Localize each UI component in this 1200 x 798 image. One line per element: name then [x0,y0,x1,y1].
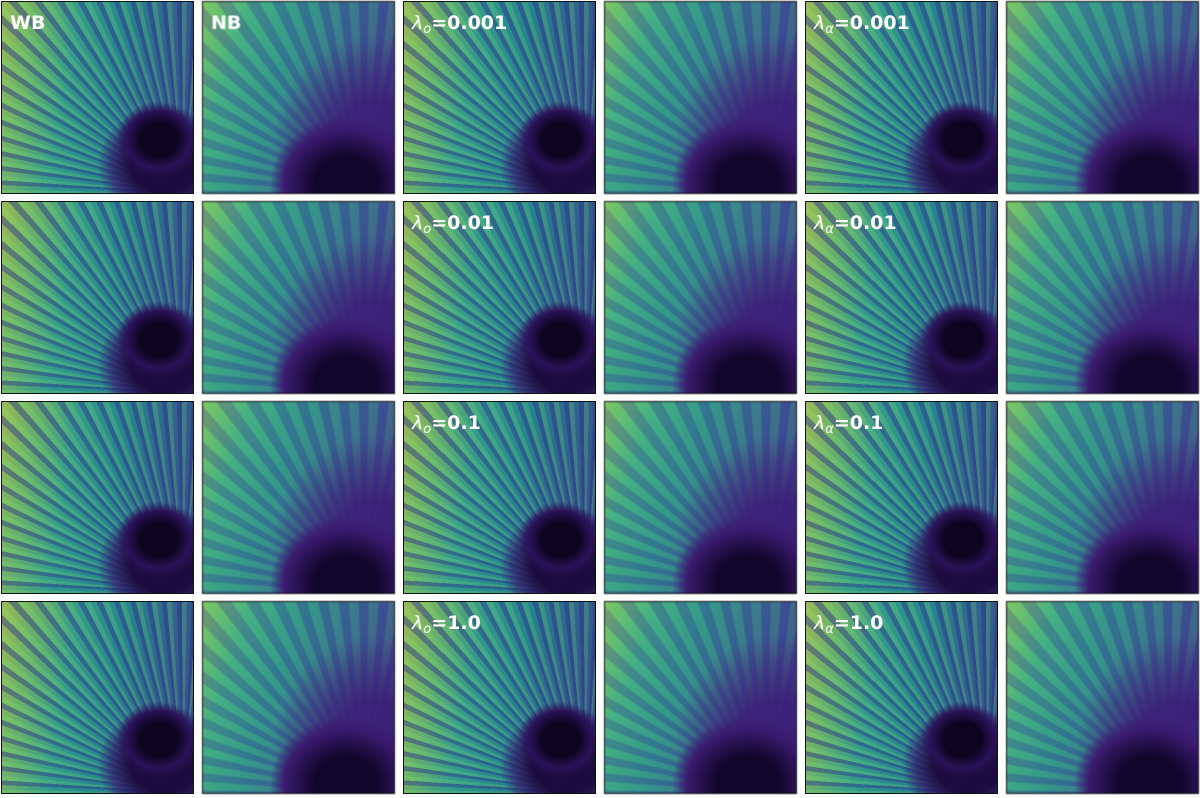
panel-label: λα=0.01 [814,212,897,237]
solar-image-panel [1006,401,1199,594]
label-text: =1.0 [833,612,884,634]
solar-image-panel: WB [1,1,194,194]
label-text: =1.0 [431,612,481,634]
label-text: =0.001 [833,12,910,34]
label-symbol: λ [814,12,826,34]
label-sub: α [825,622,834,637]
solar-image-panel [1006,601,1199,794]
solar-image-panel [202,601,395,794]
label-sub: o [423,22,432,37]
solar-image-panel: λo=0.001 [403,1,596,194]
label-symbol: λ [814,212,826,234]
panel-label: λo=0.001 [412,12,507,37]
label-text: =0.1 [431,412,481,434]
solar-image-panel [1006,201,1199,394]
solar-image-panel [604,201,797,394]
solar-image-panel [604,1,797,194]
solar-image-panel [202,201,395,394]
solar-image-panel: λα=1.0 [805,601,998,794]
label-sub: α [825,222,834,237]
solar-image-panel [1,201,194,394]
panel-label: λα=0.001 [814,12,910,37]
solar-image-panel: λα=0.1 [805,401,998,594]
label-sub: α [825,422,834,437]
panel-label: λα=0.1 [814,412,883,437]
panel-label: λo=0.1 [412,412,481,437]
solar-image-panel: λo=1.0 [403,601,596,794]
solar-image-panel [604,401,797,594]
solar-image-panel [202,401,395,594]
solar-image-panel [1006,1,1199,194]
label-symbol: λ [412,12,424,34]
label-symbol: λ [412,212,424,234]
solar-image-panel: λo=0.1 [403,401,596,594]
solar-image-panel: λo=0.01 [403,201,596,394]
label-text: =0.001 [431,12,508,34]
label-symbol: λ [814,612,826,634]
panel-label: λα=1.0 [814,612,883,637]
label-text: =0.1 [833,412,884,434]
label-sub: o [423,422,432,437]
solar-image-panel: λα=0.01 [805,201,998,394]
label-text: =0.01 [431,212,495,234]
solar-image-panel: λα=0.001 [805,1,998,194]
label-text: =0.01 [833,212,897,234]
label-sub: o [423,222,432,237]
panel-label: WB [10,12,46,34]
label-symbol: λ [412,412,424,434]
label-symbol: λ [412,612,424,634]
panel-label: NB [211,12,242,34]
solar-image-panel [604,601,797,794]
label-symbol: λ [814,412,826,434]
solar-image-panel [1,601,194,794]
solar-image-panel [1,401,194,594]
panel-label: λo=0.01 [412,212,494,237]
label-sub: o [423,622,432,637]
label-sub: α [825,22,834,37]
panel-label: λo=1.0 [412,612,481,637]
solar-image-panel: NB [202,1,395,194]
